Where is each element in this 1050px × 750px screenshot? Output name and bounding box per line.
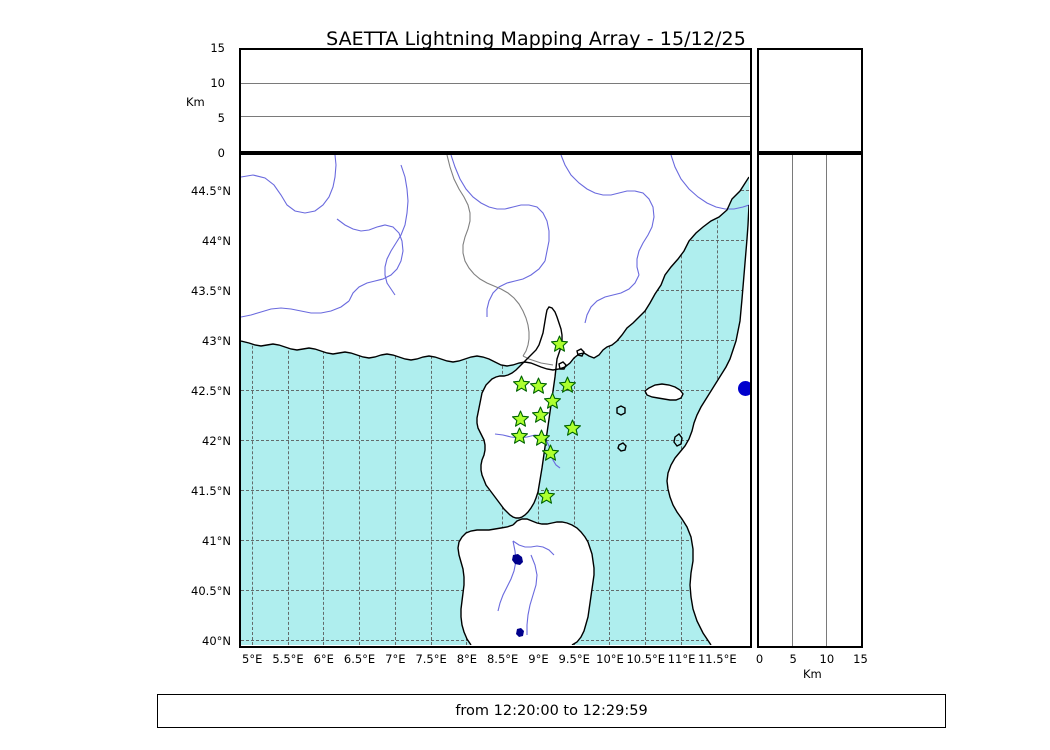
top-panel-ytick-0: 0 (217, 146, 225, 160)
lma-station-marker (512, 374, 530, 392)
lma-station-marker (538, 486, 556, 504)
map-gridline-lon-9.5 (573, 155, 575, 645)
map-longitude-tick-8.5: 8.5°E (486, 652, 519, 666)
map-longitude-tick-10: 10°E (596, 652, 624, 666)
lma-station-marker (533, 428, 551, 446)
map-longitude-tick-6: 6°E (313, 652, 334, 666)
lma-station-marker (532, 405, 550, 423)
top-panel-ytick-5: 5 (217, 111, 225, 125)
time-range-text: from 12:20:00 to 12:29:59 (455, 703, 648, 719)
corsica-coastline (476, 306, 563, 519)
coastline-group (241, 176, 749, 645)
map-longitude-tick-9: 9°E (528, 652, 549, 666)
map-longitude-tick-7.5: 7.5°E (415, 652, 447, 666)
map-latitude-tick-43.5: 43.5°N (191, 283, 231, 298)
top-panel-ytick-15: 15 (210, 41, 225, 55)
elevation-histogram-panel (757, 48, 863, 153)
map-gridline-lon-10 (609, 155, 611, 645)
elba-coastline (644, 383, 684, 401)
right-panel-xtick-0: 0 (755, 652, 764, 666)
map-gridline-lon-6 (323, 155, 325, 645)
map-longitude-tick-11: 11°E (667, 652, 696, 666)
map-longitude-tick-6.5: 6.5°E (343, 652, 376, 666)
figure-title-text: SAETTA Lightning Mapping Array - 15/12/2… (326, 28, 746, 50)
right-panel-xtick-15: 15 (853, 652, 868, 666)
figure-title: SAETTA Lightning Mapping Array - 15/12/2… (0, 28, 1050, 50)
lma-station-marker (564, 418, 582, 436)
map-gridline-lon-5 (251, 155, 253, 645)
map-gridline-lon-11 (681, 155, 683, 645)
right-panel-gridline-10 (826, 155, 827, 646)
right-panel-xtick-10: 10 (819, 652, 835, 666)
lma-station-marker (530, 376, 548, 394)
continent-europe-land (241, 155, 749, 370)
map-gridline-lon-6.5 (359, 155, 361, 645)
lakes-group (512, 554, 524, 637)
map-latitude-tick-44: 44°N (202, 233, 231, 248)
elevation-vs-longitude-panel (239, 48, 752, 153)
map-gridline-lon-10.5 (645, 155, 647, 645)
map-latitude-tick-40: 40°N (202, 633, 231, 648)
elba-land (645, 384, 683, 400)
top-panel-ytick-10: 10 (210, 76, 225, 90)
map-geometry (241, 155, 749, 645)
map-longitude-tick-5.5: 5.5°E (272, 652, 304, 666)
lightning-source-marker (737, 380, 750, 396)
map-gridline-lon-8 (466, 155, 468, 645)
map-latitude-tick-42.5: 42.5°N (191, 383, 231, 398)
elevation-vs-latitude-panel (757, 153, 863, 648)
right-panel-xtick-5: 5 (789, 652, 797, 666)
map-latitude-tick-41.5: 41.5°N (191, 483, 231, 498)
top-panel-gridline-10 (241, 83, 750, 84)
sardinia-coastline (512, 518, 595, 645)
map-longitude-tick-8: 8°E (456, 652, 478, 666)
right-panel-xlabel: Km (803, 667, 822, 681)
map-gridline-lon-7 (394, 155, 396, 645)
map-latitude-tick-42: 42°N (202, 433, 231, 448)
map-latitude-tick-43: 43°N (202, 333, 231, 348)
top-panel-gridline-5 (241, 116, 750, 117)
map-panel[interactable] (239, 153, 752, 648)
lma-station-marker (510, 426, 528, 444)
map-latitude-tick-40.5: 40.5°N (191, 583, 231, 598)
time-range-statusbar: from 12:20:00 to 12:29:59 (157, 694, 946, 728)
lma-station-marker (541, 443, 559, 461)
sardinia-land (458, 519, 594, 645)
map-gridline-lon-5.5 (287, 155, 289, 645)
map-gridline-lon-7.5 (430, 155, 432, 645)
map-longitude-tick-5: 5°E (242, 652, 263, 666)
map-inner (241, 155, 750, 645)
map-longitude-tick-7: 7°E (385, 652, 406, 666)
map-latitude-tick-41: 41°N (202, 533, 231, 548)
lma-station-marker (559, 375, 577, 393)
map-longitude-tick-9.5: 9.5°E (558, 652, 590, 666)
right-panel-gridline-5 (792, 155, 793, 646)
lma-station-marker (550, 334, 568, 352)
top-panel-ylabel: Km (186, 95, 205, 109)
map-longitude-tick-10.5: 10.5°E (626, 652, 666, 666)
lma-station-marker (543, 391, 561, 409)
lma-station-marker (512, 409, 530, 427)
rivers-group (241, 155, 749, 635)
map-latitude-tick-44.5: 44.5°N (191, 183, 231, 198)
map-longitude-tick-11.5: 11.5°E (697, 652, 737, 666)
